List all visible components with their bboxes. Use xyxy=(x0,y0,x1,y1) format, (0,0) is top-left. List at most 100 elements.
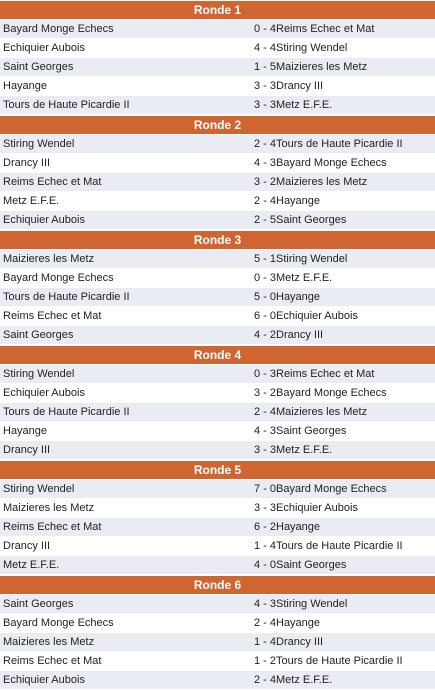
match-score: 1 - 4 xyxy=(254,540,277,552)
home-team: Saint Georges xyxy=(3,61,74,73)
away-team: Maizieres les Metz xyxy=(276,406,368,418)
away-team: Drancy III xyxy=(276,80,324,92)
match-score: 4 - 3 xyxy=(254,598,277,610)
round-section: Ronde 1 Bayard Monge Echecs 0 - 4 Reims Ech… xyxy=(0,0,435,115)
home-team: Tours de Haute Picardie II xyxy=(3,99,130,111)
away-team: Tours de Haute Picardie II xyxy=(276,655,403,667)
home-team: Echiquier Aubois xyxy=(3,387,85,399)
match-row: Saint Georges 4 - 3 Stiring Wendel xyxy=(0,595,435,614)
match-score: 4 - 0 xyxy=(254,559,277,571)
match-score: 1 - 4 xyxy=(254,636,277,648)
away-team: Drancy III xyxy=(276,636,324,648)
away-team: Bayard Monge Echecs xyxy=(276,157,387,169)
match-row: Maizieres les Metz 5 - 1 Stiring Wendel xyxy=(0,250,435,269)
match-row: Bayard Monge Echecs 2 - 4 Hayange xyxy=(0,614,435,633)
round-section: Ronde 4 Stiring Wendel 0 - 3 Reims Echec et… xyxy=(0,345,435,460)
match-score: 6 - 0 xyxy=(254,310,277,322)
away-team: Saint Georges xyxy=(276,214,347,226)
match-score: 3 - 2 xyxy=(254,387,277,399)
home-team: Hayange xyxy=(3,80,48,92)
match-score: 1 - 2 xyxy=(254,655,277,667)
home-team: Echiquier Aubois xyxy=(3,42,85,54)
round-header: Ronde 4 xyxy=(0,346,435,365)
home-team: Bayard Monge Echecs xyxy=(3,617,114,629)
away-team: Reims Echec et Mat xyxy=(276,23,375,35)
away-team: Hayange xyxy=(276,195,321,207)
home-team: Reims Echec et Mat xyxy=(3,176,102,188)
home-team: Echiquier Aubois xyxy=(3,674,85,686)
home-team: Drancy III xyxy=(3,157,51,169)
home-team: Stiring Wendel xyxy=(3,138,75,150)
match-score: 5 - 0 xyxy=(254,291,277,303)
match-row: Echiquier Aubois 2 - 5 Saint Georges xyxy=(0,211,435,230)
match-score: 4 - 3 xyxy=(254,157,277,169)
away-team: Maizieres les Metz xyxy=(276,176,368,188)
home-team: Maizieres les Metz xyxy=(3,502,95,514)
match-score: 2 - 4 xyxy=(254,406,277,418)
match-row: Tours de Haute Picardie II 5 - 0 Hayange xyxy=(0,288,435,307)
match-score: 3 - 3 xyxy=(254,444,277,456)
home-team: Bayard Monge Echecs xyxy=(3,272,114,284)
match-row: Stiring Wendel 7 - 0 Bayard Monge Echecs xyxy=(0,480,435,499)
away-team: Metz E.F.E. xyxy=(276,444,333,456)
match-row: Reims Echec et Mat 6 - 0 Echiquier Aubois xyxy=(0,307,435,326)
round-section: Ronde 3 Maizieres les Metz 5 - 1 Stiring We… xyxy=(0,230,435,345)
match-row: Echiquier Aubois 2 - 4 Metz E.F.E. xyxy=(0,671,435,690)
away-team: Echiquier Aubois xyxy=(276,502,358,514)
away-team: Stiring Wendel xyxy=(276,42,348,54)
away-team: Stiring Wendel xyxy=(276,598,348,610)
match-score: 2 - 4 xyxy=(254,195,277,207)
home-team: Tours de Haute Picardie II xyxy=(3,291,130,303)
home-team: Stiring Wendel xyxy=(3,483,75,495)
home-team: Echiquier Aubois xyxy=(3,214,85,226)
away-team: Bayard Monge Echecs xyxy=(276,483,387,495)
home-team: Maizieres les Metz xyxy=(3,636,95,648)
away-team: Bayard Monge Echecs xyxy=(276,387,387,399)
away-team: Stiring Wendel xyxy=(276,253,348,265)
match-score: 3 - 3 xyxy=(254,99,277,111)
round-header: Ronde 1 xyxy=(0,1,435,20)
match-row: Metz E.F.E. 2 - 4 Hayange xyxy=(0,192,435,211)
match-row: Reims Echec et Mat 1 - 2 Tours de Haute Pi… xyxy=(0,652,435,671)
away-team: Hayange xyxy=(276,291,321,303)
match-row: Reims Echec et Mat 6 - 2 Hayange xyxy=(0,518,435,537)
match-row: Bayard Monge Echecs 0 - 3 Metz E.F.E. xyxy=(0,269,435,288)
match-row: Tours de Haute Picardie II 2 - 4 Maizieres… xyxy=(0,403,435,422)
match-row: Hayange 3 - 3 Drancy III xyxy=(0,77,435,96)
match-score: 3 - 3 xyxy=(254,80,277,92)
match-row: Maizieres les Metz 3 - 3 Echiquier Aubois xyxy=(0,499,435,518)
home-team: Tours de Haute Picardie II xyxy=(3,406,130,418)
match-row: Echiquier Aubois 3 - 2 Bayard Monge Echecs xyxy=(0,384,435,403)
away-team: Tours de Haute Picardie II xyxy=(276,540,403,552)
match-score: 1 - 5 xyxy=(254,61,277,73)
match-score: 3 - 3 xyxy=(254,502,277,514)
match-score: 2 - 4 xyxy=(254,138,277,150)
match-score: 5 - 1 xyxy=(254,253,277,265)
match-row: Stiring Wendel 0 - 3 Reims Echec et Mat xyxy=(0,365,435,384)
round-header: Ronde 6 xyxy=(0,576,435,595)
match-score: 2 - 4 xyxy=(254,617,277,629)
home-team: Metz E.F.E. xyxy=(3,559,60,571)
match-score: 7 - 0 xyxy=(254,483,277,495)
match-score: 3 - 2 xyxy=(254,176,277,188)
round-section: Ronde 5 Stiring Wendel 7 - 0 Bayard Monge E… xyxy=(0,460,435,575)
match-row: Stiring Wendel 2 - 4 Tours de Haute Picard… xyxy=(0,135,435,154)
match-score: 2 - 5 xyxy=(254,214,277,226)
home-team: Hayange xyxy=(3,425,48,437)
round-section: Ronde 6 Saint Georges 4 - 3 Stiring Wendel B… xyxy=(0,575,435,690)
away-team: Hayange xyxy=(276,617,321,629)
match-score: 0 - 3 xyxy=(254,272,277,284)
match-row: Maizieres les Metz 1 - 4 Drancy III xyxy=(0,633,435,652)
home-team: Metz E.F.E. xyxy=(3,195,60,207)
home-team: Bayard Monge Echecs xyxy=(3,23,114,35)
match-row: Drancy III 3 - 3 Metz E.F.E. xyxy=(0,441,435,460)
away-team: Drancy III xyxy=(276,329,324,341)
home-team: Saint Georges xyxy=(3,598,74,610)
away-team: Metz E.F.E. xyxy=(276,272,333,284)
match-score: 0 - 3 xyxy=(254,368,277,380)
match-row: Bayard Monge Echecs 0 - 4 Reims Echec et M… xyxy=(0,20,435,39)
away-team: Metz E.F.E. xyxy=(276,99,333,111)
match-row: Drancy III 1 - 4 Tours de Haute Picardie I… xyxy=(0,537,435,556)
away-team: Saint Georges xyxy=(276,425,347,437)
